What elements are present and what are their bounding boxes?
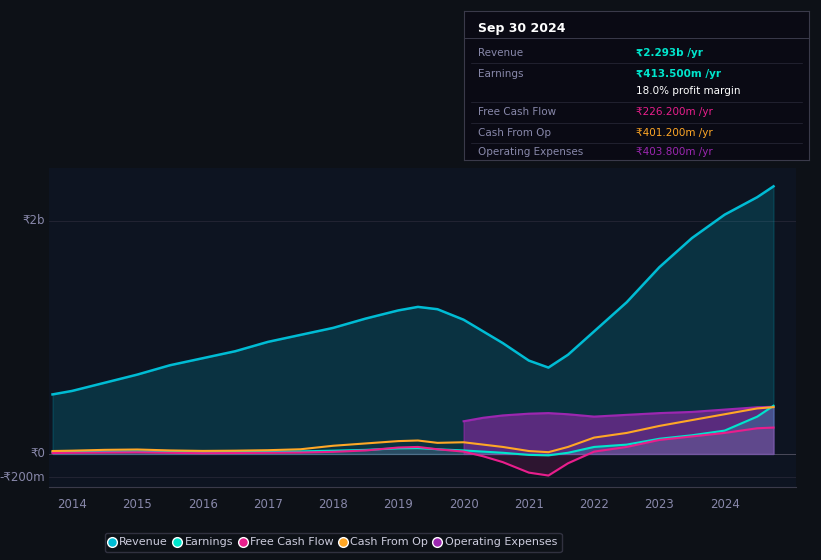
Text: Revenue: Revenue <box>478 48 523 58</box>
Text: ₹0: ₹0 <box>30 447 45 460</box>
Text: ₹2b: ₹2b <box>23 214 45 227</box>
Text: ₹403.800m /yr: ₹403.800m /yr <box>636 147 713 157</box>
Text: 18.0% profit margin: 18.0% profit margin <box>636 86 741 96</box>
Text: Operating Expenses: Operating Expenses <box>478 147 583 157</box>
Text: ₹413.500m /yr: ₹413.500m /yr <box>636 68 722 78</box>
Text: ₹401.200m /yr: ₹401.200m /yr <box>636 128 713 138</box>
Text: Free Cash Flow: Free Cash Flow <box>478 107 556 117</box>
Legend: Revenue, Earnings, Free Cash Flow, Cash From Op, Operating Expenses: Revenue, Earnings, Free Cash Flow, Cash … <box>105 533 562 552</box>
Text: Cash From Op: Cash From Op <box>478 128 551 138</box>
Text: Earnings: Earnings <box>478 68 523 78</box>
Text: ₹2.293b /yr: ₹2.293b /yr <box>636 48 703 58</box>
Text: ₹226.200m /yr: ₹226.200m /yr <box>636 107 713 117</box>
Text: -₹200m: -₹200m <box>0 471 45 484</box>
Text: Sep 30 2024: Sep 30 2024 <box>478 22 565 35</box>
